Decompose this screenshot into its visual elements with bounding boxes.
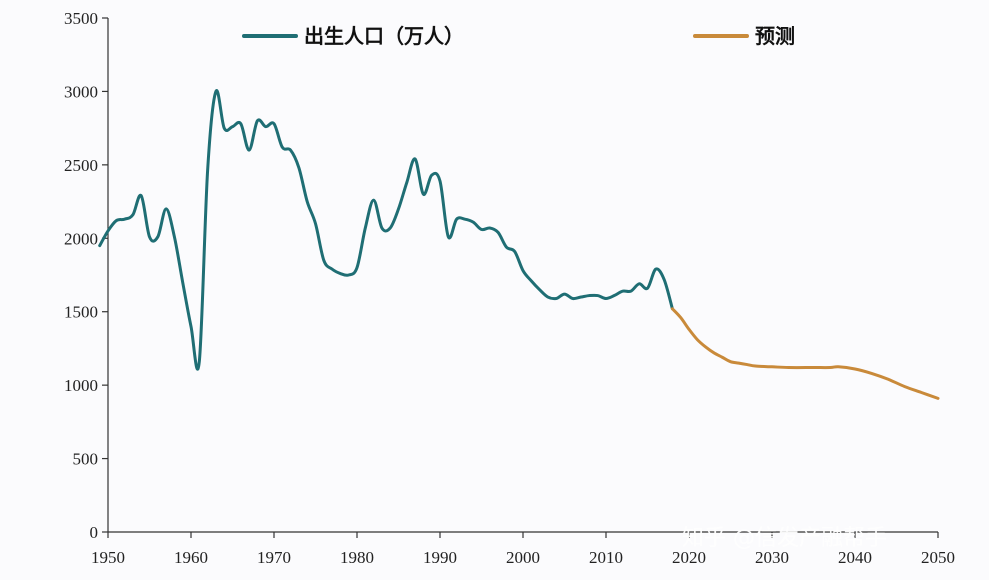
legend-label-forecast: 预测 [755,24,795,48]
legend-label-birth-population: 出生人口（万人） [304,24,464,48]
x-tick-label: 1990 [423,548,457,567]
x-tick-label: 1980 [340,548,374,567]
x-tick-label: 2010 [589,548,623,567]
y-tick-label: 3000 [64,82,98,101]
y-axis-ticks: 0 500 1000 1500 2000 2500 3000 3500 [64,9,108,542]
x-tick-label: 2030 [755,548,789,567]
x-axis-ticks: 1950 1960 1970 1980 1990 2000 2010 2020 2030 2040… [91,532,955,567]
y-tick-label: 500 [73,450,99,469]
y-tick-label: 2500 [64,156,98,175]
y-tick-label: 3500 [64,9,98,28]
y-tick-label: 1500 [64,303,98,322]
y-tick-label: 2000 [64,229,98,248]
legend: 出生人口（万人） 预测 [242,24,795,48]
x-tick-label: 1970 [257,548,291,567]
y-tick-label: 0 [90,523,99,542]
series-layer [98,89,940,400]
x-tick-label: 2000 [506,548,540,567]
x-tick-label: 2050 [921,548,955,567]
axes: 0 500 1000 1500 2000 2500 3000 3500 1950 1960 197… [64,9,955,567]
x-tick-label: 1950 [91,548,125,567]
series-line-forecast [670,307,940,400]
y-tick-label: 1000 [64,376,98,395]
x-tick-label: 1960 [174,548,208,567]
x-tick-label: 2040 [838,548,872,567]
watermark-text: 知乎 @信发产融帮手 [682,526,887,551]
series-line-birth-population [98,89,674,371]
x-tick-label: 2020 [672,548,706,567]
